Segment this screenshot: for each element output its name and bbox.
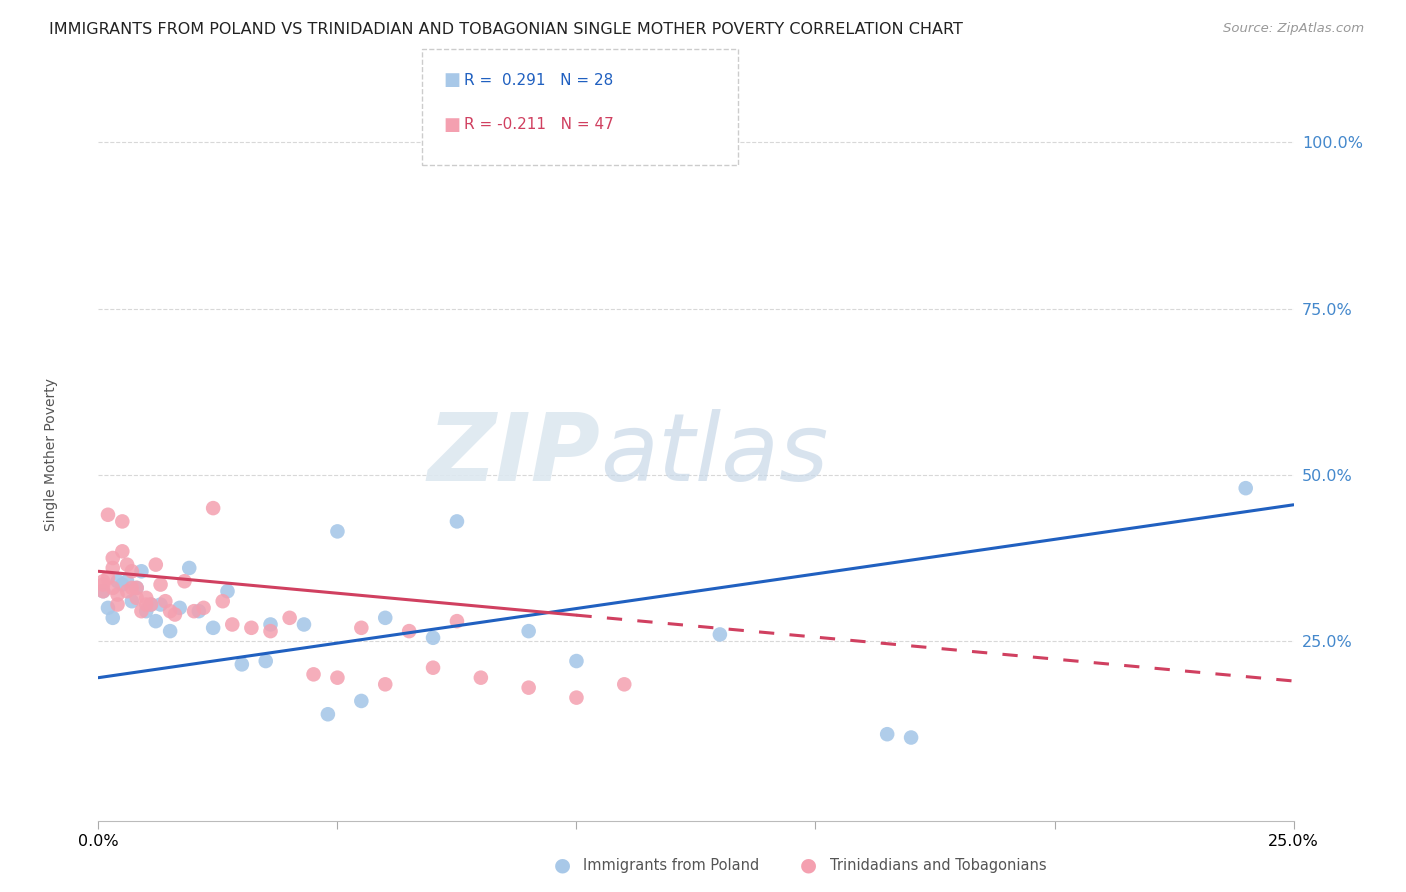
Point xyxy=(139,598,162,612)
Point xyxy=(131,564,153,578)
Point xyxy=(135,604,157,618)
Point xyxy=(900,731,922,745)
Point xyxy=(121,594,143,608)
Point xyxy=(125,581,148,595)
Point xyxy=(350,621,373,635)
Point xyxy=(101,611,124,625)
Point xyxy=(374,677,396,691)
Point xyxy=(169,600,191,615)
Point xyxy=(183,604,205,618)
Point xyxy=(278,611,301,625)
Point xyxy=(97,571,120,585)
Point xyxy=(111,577,134,591)
Point xyxy=(1234,481,1257,495)
Text: IMMIGRANTS FROM POLAND VS TRINIDADIAN AND TOBAGONIAN SINGLE MOTHER POVERTY CORRE: IMMIGRANTS FROM POLAND VS TRINIDADIAN AN… xyxy=(49,22,963,37)
Text: ●: ● xyxy=(800,855,817,875)
Point xyxy=(149,577,172,591)
Point xyxy=(111,544,134,558)
Text: atlas: atlas xyxy=(600,409,828,500)
Point xyxy=(107,598,129,612)
Point xyxy=(202,621,225,635)
Point xyxy=(179,561,201,575)
Point xyxy=(139,598,162,612)
Point xyxy=(326,671,349,685)
Point xyxy=(145,558,167,572)
Point xyxy=(259,624,281,639)
Point xyxy=(374,611,396,625)
Text: ●: ● xyxy=(554,855,571,875)
Point xyxy=(259,617,281,632)
Point xyxy=(125,581,148,595)
Point xyxy=(565,690,588,705)
Point xyxy=(202,501,225,516)
Point xyxy=(446,614,468,628)
Point xyxy=(135,598,157,612)
Point xyxy=(91,584,114,599)
Point xyxy=(446,515,468,529)
Point xyxy=(91,584,114,599)
Point xyxy=(292,617,315,632)
Point xyxy=(101,561,124,575)
Point xyxy=(173,574,195,589)
Point xyxy=(613,677,636,691)
Point xyxy=(422,631,444,645)
Point xyxy=(217,584,239,599)
Text: ZIP: ZIP xyxy=(427,409,600,501)
Point xyxy=(107,588,129,602)
Point xyxy=(709,136,731,150)
Text: Source: ZipAtlas.com: Source: ZipAtlas.com xyxy=(1223,22,1364,36)
Point xyxy=(231,657,253,672)
Point xyxy=(254,654,277,668)
Point xyxy=(121,581,143,595)
Point xyxy=(155,594,177,608)
Point xyxy=(101,551,124,566)
Point xyxy=(163,607,186,622)
Point xyxy=(211,594,233,608)
Point xyxy=(97,600,120,615)
Point xyxy=(326,524,349,539)
Point xyxy=(398,624,420,639)
Point xyxy=(115,584,138,599)
Point xyxy=(91,574,114,589)
Text: Trinidadians and Tobagonians: Trinidadians and Tobagonians xyxy=(830,858,1046,872)
Point xyxy=(159,624,181,639)
Point xyxy=(111,515,134,529)
Text: ■: ■ xyxy=(443,116,460,134)
Point xyxy=(709,627,731,641)
Text: R = -0.211   N = 47: R = -0.211 N = 47 xyxy=(464,118,614,132)
Point xyxy=(517,681,540,695)
Point xyxy=(316,707,339,722)
Point xyxy=(470,671,492,685)
Point xyxy=(149,598,172,612)
Point xyxy=(115,558,138,572)
Text: Immigrants from Poland: Immigrants from Poland xyxy=(583,858,759,872)
Text: ■: ■ xyxy=(443,71,460,89)
Text: Single Mother Poverty: Single Mother Poverty xyxy=(44,378,58,532)
Point xyxy=(565,654,588,668)
Point xyxy=(302,667,325,681)
Point xyxy=(91,577,114,591)
Point xyxy=(422,661,444,675)
Point xyxy=(121,564,143,578)
Point xyxy=(240,621,263,635)
Point xyxy=(350,694,373,708)
Point xyxy=(187,604,209,618)
Point xyxy=(101,581,124,595)
Point xyxy=(876,727,898,741)
Point xyxy=(135,591,157,605)
Point xyxy=(107,574,129,589)
Point xyxy=(221,617,243,632)
Point xyxy=(193,600,215,615)
Text: R =  0.291   N = 28: R = 0.291 N = 28 xyxy=(464,73,613,87)
Point xyxy=(115,574,138,589)
Point xyxy=(97,508,120,522)
Point xyxy=(125,591,148,605)
Point xyxy=(131,604,153,618)
Point xyxy=(517,624,540,639)
Point xyxy=(145,614,167,628)
Point xyxy=(159,604,181,618)
